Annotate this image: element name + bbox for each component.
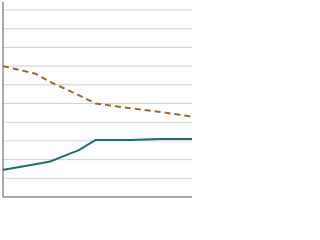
data-line: [2, 65, 193, 118]
data-line: [2, 138, 192, 171]
page: {"chart_data": {"type": "line", "x": [0,…: [2, 2, 193, 198]
chart: [2, 2, 193, 198]
